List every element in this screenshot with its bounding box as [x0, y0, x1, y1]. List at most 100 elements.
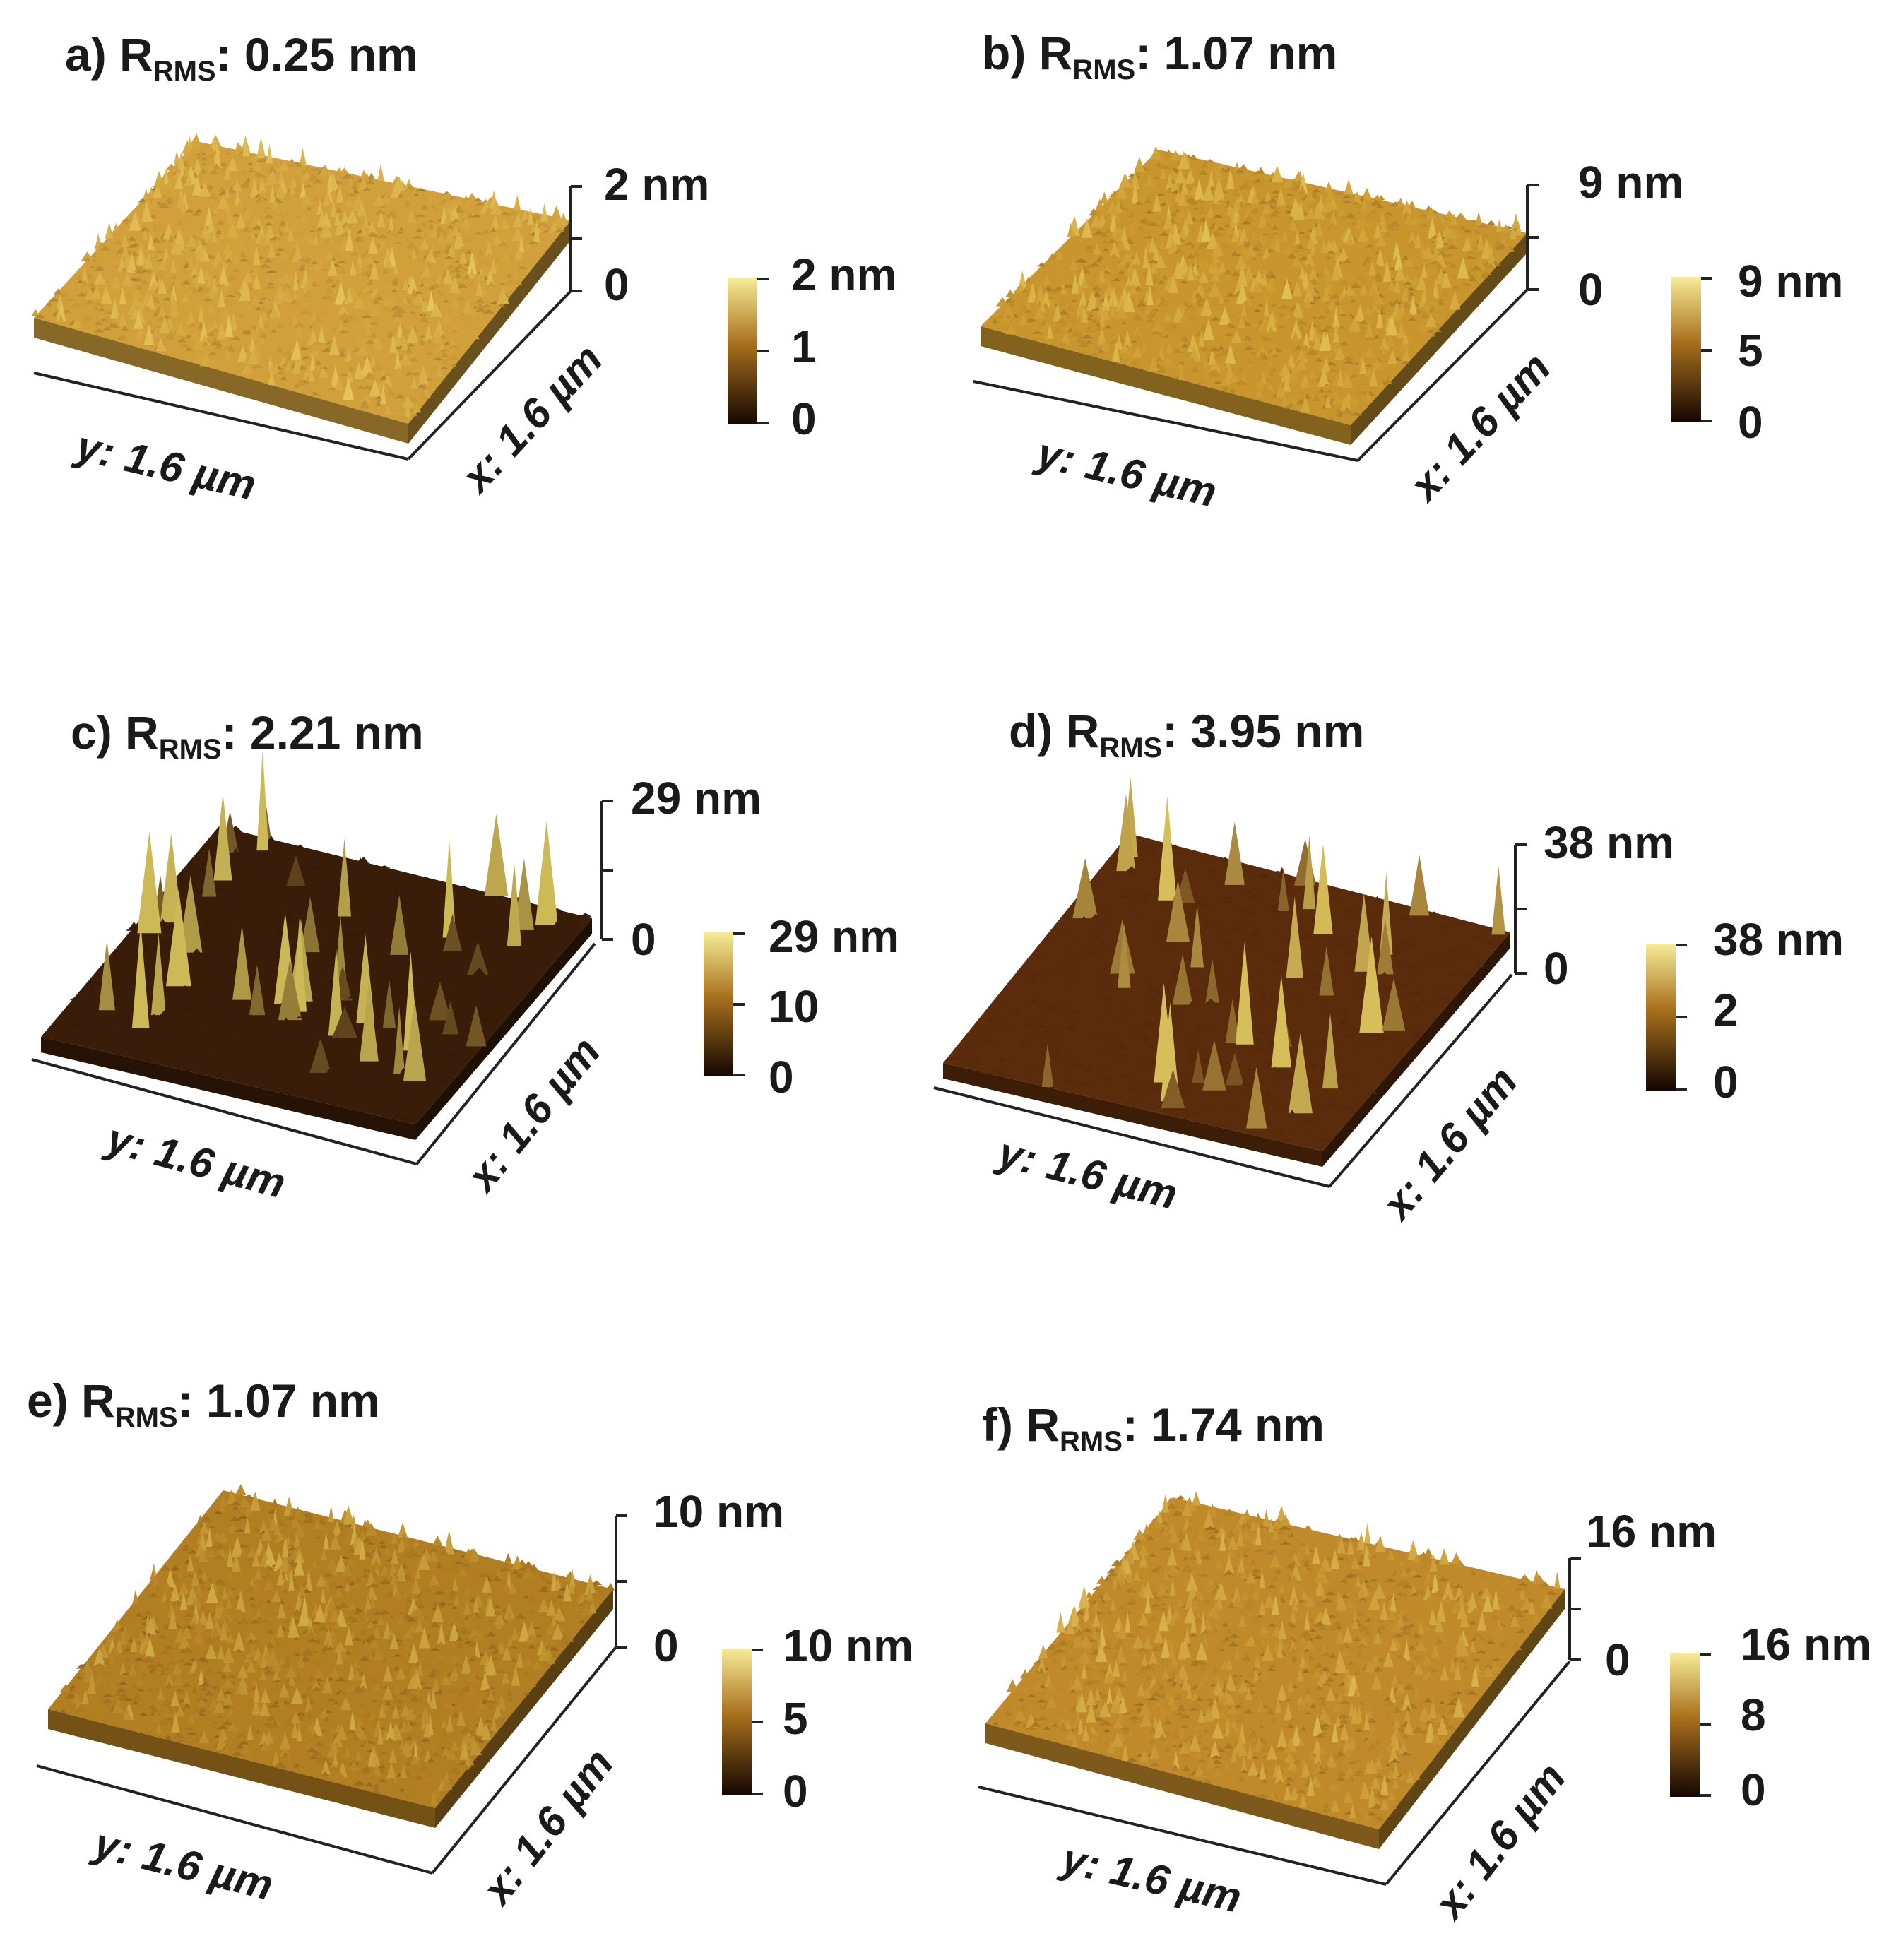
panel-a-surface-peak — [340, 232, 351, 236]
panel-b-surface-peak — [1256, 385, 1262, 398]
panel-b-surface-peak — [1321, 221, 1328, 228]
panel-b-surface-peak — [1166, 333, 1177, 341]
panel-b-surface-peak — [1443, 210, 1456, 219]
panel-a-surface-peak — [467, 213, 474, 218]
panel-a-surface-peak — [251, 162, 263, 172]
panel-c-y-axis-label: y: 1.6 µm — [100, 1114, 290, 1207]
panel-a-surface-peak — [189, 331, 201, 340]
panel-b-surface-peak — [1462, 229, 1474, 233]
panel-a-surface-peak — [264, 222, 273, 226]
panel-a-surface-peak — [203, 297, 213, 302]
panel-a-surface-peak — [516, 266, 529, 269]
panel-a-surface-peak — [330, 256, 337, 261]
panel-e-surface-peak — [606, 1582, 615, 1591]
panel-a-surface-peak — [529, 241, 538, 244]
panel-c-surface-peak — [263, 911, 271, 915]
panel-a-surface-peak — [361, 201, 372, 207]
panel-b-surface-peak — [1071, 273, 1079, 294]
panel-a-surface-peak — [477, 249, 485, 255]
panel-b-x-axis-line — [1356, 288, 1529, 462]
panel-b-surface-peak — [1359, 356, 1367, 374]
panel-a-surface-peak — [121, 273, 134, 287]
panel-a-surface-peak — [391, 311, 403, 318]
panel-b-colorbar-label-bottom: 0 — [1738, 397, 1763, 448]
panel-a-surface-peak — [385, 211, 398, 218]
panel-b-surface-peak — [1195, 198, 1206, 204]
panel-a-surface-peak — [410, 377, 419, 389]
panel-c-surface-peak — [179, 876, 192, 884]
panel-b-surface-peak — [1174, 168, 1187, 184]
panel-a-surface-peak — [391, 227, 399, 237]
panel-b-surface-peak — [1223, 268, 1233, 274]
panel-c-colorbar-ticks — [733, 932, 745, 1076]
panel-b-surface-peak — [1250, 230, 1257, 240]
panel-a-surface-peak — [256, 198, 268, 204]
panel-c-colorbar-label-bottom: 0 — [769, 1052, 794, 1103]
panel-b-surface-peak — [1466, 269, 1474, 278]
panel-a-surface-peak — [403, 198, 412, 208]
panel-a-surface-peak — [350, 251, 359, 256]
panel-b-surface-peak — [1187, 263, 1195, 281]
panel-a-surface-peak — [449, 205, 460, 222]
panel-b-surface-peak — [1119, 172, 1132, 188]
panel-a-surface-peak — [251, 364, 263, 368]
panel-a-surface-peak — [482, 309, 495, 314]
panel-b-surface-peak — [1231, 251, 1239, 256]
panel-a-surface-peak — [200, 222, 211, 239]
panel-b-surface-peak — [1198, 331, 1205, 347]
panel-b-surface-peak — [1336, 208, 1347, 217]
panel-c-surface-peak — [309, 863, 324, 868]
panel-b-surface-peak — [1156, 299, 1169, 307]
panel-c-surface-peak — [249, 857, 258, 865]
panel-a-surface-peak — [208, 304, 214, 313]
panel-b-surface-peak — [1155, 254, 1166, 268]
panel-a-z-min: 0 — [604, 259, 629, 310]
panel-a-surface-peak — [216, 323, 227, 340]
panel-b-surface-peak — [1281, 230, 1289, 242]
panel-b-surface-peak — [1031, 331, 1043, 334]
panel-c-surface-peak — [328, 892, 340, 899]
panel-a-surface-peak — [111, 277, 120, 289]
panel-b-surface-peak — [1305, 312, 1316, 323]
panel-b-surface-peak — [1052, 303, 1062, 322]
panel-b-surface-peak — [1300, 396, 1310, 413]
panel-b-surface-peak — [1087, 313, 1095, 318]
panel-b-surface-peak — [1142, 246, 1149, 268]
panel-b-surface-peak — [1196, 379, 1207, 384]
panel-b-surface-peak — [1178, 280, 1190, 284]
panel-a-surface-peak — [225, 294, 237, 298]
panel-b-surface-peak — [1309, 266, 1317, 280]
panel-a-surface-peak — [292, 357, 301, 374]
panel-b-surface-peak — [1351, 402, 1358, 410]
panel-b-surface-peak — [1240, 304, 1247, 316]
panel-b-surface-peak — [1211, 241, 1224, 257]
panel-b-surface-peak — [1214, 353, 1222, 357]
panel-a-y-axis-line — [33, 372, 409, 461]
panel-a-surface-peak — [336, 184, 343, 203]
panel-b-surface-peak — [1380, 335, 1390, 351]
panel-b-surface-peak — [1137, 304, 1146, 312]
panel-b-surface-peak — [1108, 241, 1120, 258]
panel-a-surface-peak — [225, 151, 231, 155]
panel-b-surface-peak — [1101, 239, 1109, 244]
panel-d-x-axis-label: x: 1.6 µm — [1372, 1058, 1527, 1230]
panel-a-surface-peak — [330, 284, 338, 288]
panel-b-surface-peak — [1402, 274, 1413, 284]
panel-a-surface-peak — [373, 182, 380, 189]
panel-a-surface-peak — [283, 190, 292, 200]
panel-a-surface-peak — [444, 256, 454, 259]
panel-a-surface-peak — [278, 208, 289, 220]
panel-b-surface-peak — [1262, 335, 1268, 340]
panel-b-surface-peak — [1159, 239, 1166, 249]
panel-b-surface-peak — [1070, 299, 1079, 302]
panel-b-surface-peak — [1271, 234, 1284, 242]
panel-c-surface-peak — [286, 855, 306, 886]
panel-b-surface-peak — [1399, 302, 1406, 315]
panel-b-surface-peak — [1125, 344, 1133, 355]
panel-b-surface-peak — [1165, 174, 1175, 192]
panel-b-surface-peak — [1302, 331, 1310, 350]
panel-a-surface-peak — [154, 249, 165, 254]
panel-a-surface-peak — [238, 314, 245, 318]
panel-b-surface-peak — [1017, 283, 1026, 293]
panel-b-surface-peak — [1324, 181, 1334, 193]
